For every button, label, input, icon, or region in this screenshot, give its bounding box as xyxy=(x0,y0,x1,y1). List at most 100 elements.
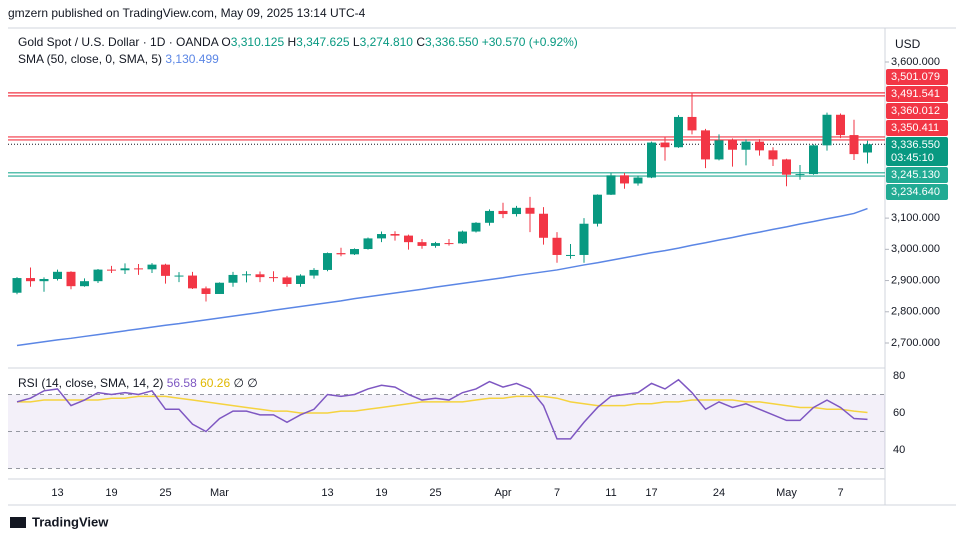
candle-body xyxy=(552,237,562,255)
x-tick-label: Apr xyxy=(494,487,511,499)
x-tick-label: 19 xyxy=(375,487,387,499)
candle-body xyxy=(296,275,305,284)
price-tag-label: 3,491.541 xyxy=(891,88,940,100)
candle-body xyxy=(228,274,238,283)
candle-body xyxy=(593,194,602,224)
rsi-line xyxy=(16,378,868,440)
candle-body xyxy=(417,242,427,246)
candle-body xyxy=(471,222,481,232)
legend-sma: SMA (50, close, 0, SMA, 5) 3,130.499 xyxy=(18,52,219,66)
candle-body xyxy=(80,281,89,287)
last-price-label: 3,336.550 xyxy=(891,139,940,151)
candle-body xyxy=(633,177,643,184)
candle-body xyxy=(795,174,805,176)
rsi-value: 56.58 xyxy=(166,376,197,390)
y-tick-label: 3,000.000 xyxy=(891,243,940,255)
candle-body xyxy=(282,277,292,284)
y-tick-label: 3,600.000 xyxy=(891,56,940,68)
price-tag xyxy=(886,184,948,200)
candle-body xyxy=(674,116,683,148)
rsi-tick-label: 60 xyxy=(893,407,905,419)
h-value: 3,347.625 xyxy=(296,35,350,49)
legend-rsi: RSI (14, close, SMA, 14, 2) 56.58 60.26 … xyxy=(18,376,258,390)
rsi-label: RSI (14, close, SMA, 14, 2) xyxy=(18,376,164,390)
candle-body xyxy=(458,231,467,244)
candle-body xyxy=(647,142,656,178)
candle-body xyxy=(444,243,454,245)
price-tag-label: 3,234.640 xyxy=(891,186,940,198)
legend-main: Gold Spot / U.S. Dollar · 1D · OANDA O3,… xyxy=(18,35,578,49)
price-tag-label: 3,360.012 xyxy=(891,105,940,117)
price-tag xyxy=(886,167,948,183)
candle-body xyxy=(336,253,346,255)
published: gmzern published on TradingView.com, May… xyxy=(8,6,366,20)
candle-body xyxy=(323,253,332,270)
candle-body xyxy=(728,140,737,150)
candle-body xyxy=(390,234,400,236)
candle-body xyxy=(566,254,575,256)
x-tick-label: 7 xyxy=(554,487,560,499)
x-tick-label: 7 xyxy=(837,487,843,499)
candle-body xyxy=(377,234,386,239)
candle-body xyxy=(714,140,724,160)
candle-body xyxy=(606,175,616,195)
candle-body xyxy=(39,278,49,282)
candle-body xyxy=(836,114,845,136)
brand: TradingView xyxy=(32,514,109,529)
candle-body xyxy=(26,278,35,282)
y-tick-label: 2,800.000 xyxy=(891,306,940,318)
price-tag xyxy=(886,120,948,136)
candle-body xyxy=(620,175,629,184)
candle-body xyxy=(498,210,508,215)
candle-body xyxy=(525,207,535,214)
candle-body xyxy=(579,223,589,255)
price-tag-label: 3,245.130 xyxy=(891,169,940,181)
candle-body xyxy=(309,269,319,276)
rsi-sma-line xyxy=(17,395,868,414)
y-tick-label: 2,700.000 xyxy=(891,337,940,349)
c-label: C xyxy=(416,35,425,49)
candle-body xyxy=(242,274,251,276)
candle-body xyxy=(431,243,440,246)
o-value: 3,310.125 xyxy=(230,35,285,49)
candle-body xyxy=(687,116,697,131)
candle-body xyxy=(269,277,278,279)
sma-label: SMA (50, close, 0, SMA, 5) xyxy=(18,52,163,66)
candle-body xyxy=(255,274,265,278)
x-tick-label: 25 xyxy=(429,487,441,499)
candle-body xyxy=(93,269,103,282)
candle-body xyxy=(404,235,413,243)
candle-body xyxy=(822,114,832,146)
countdown: 03:45:10 xyxy=(891,152,934,164)
price-tag xyxy=(886,103,948,119)
rsi-tick-label: 40 xyxy=(893,444,905,456)
rsi-tick-label: 80 xyxy=(893,370,905,382)
x-tick-label: 13 xyxy=(321,487,333,499)
candle-body xyxy=(849,135,859,155)
price-tag-label: 3,501.079 xyxy=(891,71,940,83)
candle-body xyxy=(134,268,143,270)
rsi-extra: ∅ ∅ xyxy=(233,376,258,390)
candle-body xyxy=(120,268,130,271)
y-tick-label: 2,900.000 xyxy=(891,274,940,286)
candle-body xyxy=(188,275,197,289)
logo xyxy=(10,517,26,528)
l-value: 3,274.810 xyxy=(359,35,413,49)
candle-body xyxy=(809,145,818,175)
x-tick-label: May xyxy=(776,487,797,499)
candle-body xyxy=(161,264,170,276)
candle-body xyxy=(701,130,710,160)
candle-body xyxy=(215,282,224,294)
candle-body xyxy=(539,213,548,238)
candle-body xyxy=(53,271,62,279)
x-tick-label: 13 xyxy=(51,487,63,499)
candle-body xyxy=(174,275,184,277)
price-tag xyxy=(886,69,948,85)
candle-body xyxy=(768,150,778,160)
candle-body xyxy=(512,207,521,215)
x-tick-label: 24 xyxy=(713,487,725,499)
o-label: O xyxy=(221,35,231,49)
candle-body xyxy=(66,271,76,287)
candle-body xyxy=(755,141,764,151)
